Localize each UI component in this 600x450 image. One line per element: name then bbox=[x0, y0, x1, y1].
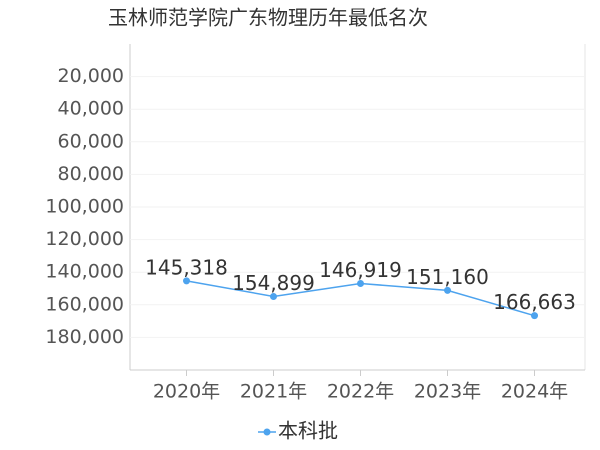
point bbox=[531, 312, 538, 320]
x-tick-label: 2024年 bbox=[501, 381, 568, 403]
point bbox=[183, 277, 190, 285]
x-tick-label: 2021年 bbox=[240, 381, 307, 403]
data-label: 154,899 bbox=[232, 271, 315, 295]
x-tick-label: 2020年 bbox=[153, 381, 220, 403]
x-tick-label: 2023年 bbox=[414, 381, 481, 403]
chart-title: 玉林师范学院广东物理历年最低名次 bbox=[108, 6, 428, 30]
y-tick-label: 120,000 bbox=[45, 228, 124, 250]
point bbox=[444, 286, 451, 294]
x-tick-label: 2022年 bbox=[327, 381, 394, 403]
y-tick-label: 80,000 bbox=[58, 163, 124, 185]
data-label: 145,318 bbox=[145, 255, 228, 279]
data-label: 146,919 bbox=[319, 258, 402, 282]
y-tick-label: 140,000 bbox=[45, 261, 124, 283]
point bbox=[357, 279, 364, 287]
legend-marker bbox=[263, 428, 271, 436]
y-tick-label: 60,000 bbox=[58, 130, 124, 152]
y-tick-label: 160,000 bbox=[45, 293, 124, 315]
legend-label: 本科批 bbox=[278, 419, 338, 443]
y-tick-label: 40,000 bbox=[58, 98, 124, 120]
y-tick-label: 100,000 bbox=[45, 196, 124, 218]
point bbox=[270, 292, 277, 300]
data-label: 166,663 bbox=[493, 290, 576, 314]
y-tick-label: 180,000 bbox=[45, 326, 124, 348]
y-tick-label: 20,000 bbox=[58, 65, 124, 87]
data-label: 151,160 bbox=[406, 265, 489, 289]
